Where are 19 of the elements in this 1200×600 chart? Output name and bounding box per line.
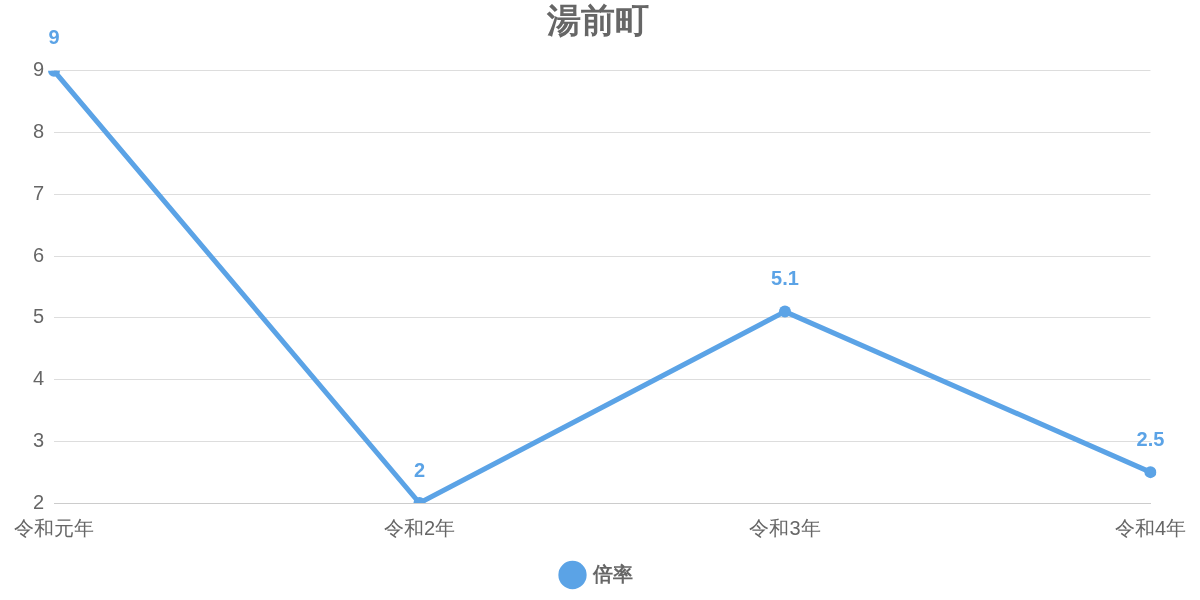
data-label: 9 [48,26,60,49]
x-tick-label: 令和2年 [383,516,456,539]
y-tick-label: 2 [32,490,44,513]
y-tick-label: 4 [32,367,44,390]
x-tick-label: 令和元年 [14,516,94,539]
y-tick-label: 8 [32,120,44,143]
data-label: 2.5 [1136,427,1165,450]
data-label: 2 [413,458,426,481]
point [778,305,791,318]
y-tick-label: 7 [32,181,44,204]
chart-title: 湯前町 [545,0,649,39]
y-tick-label: 6 [32,243,44,266]
legend-label: 倍率 [591,562,633,585]
y-tick-label: 9 [32,58,44,81]
y-tick-label: 3 [32,428,44,451]
x-tick-label: 令和3年 [749,516,821,539]
y-tick-label: 5 [32,305,44,328]
data-label: 5.1 [771,267,799,290]
x-tick-label: 令和4年 [1114,516,1186,539]
